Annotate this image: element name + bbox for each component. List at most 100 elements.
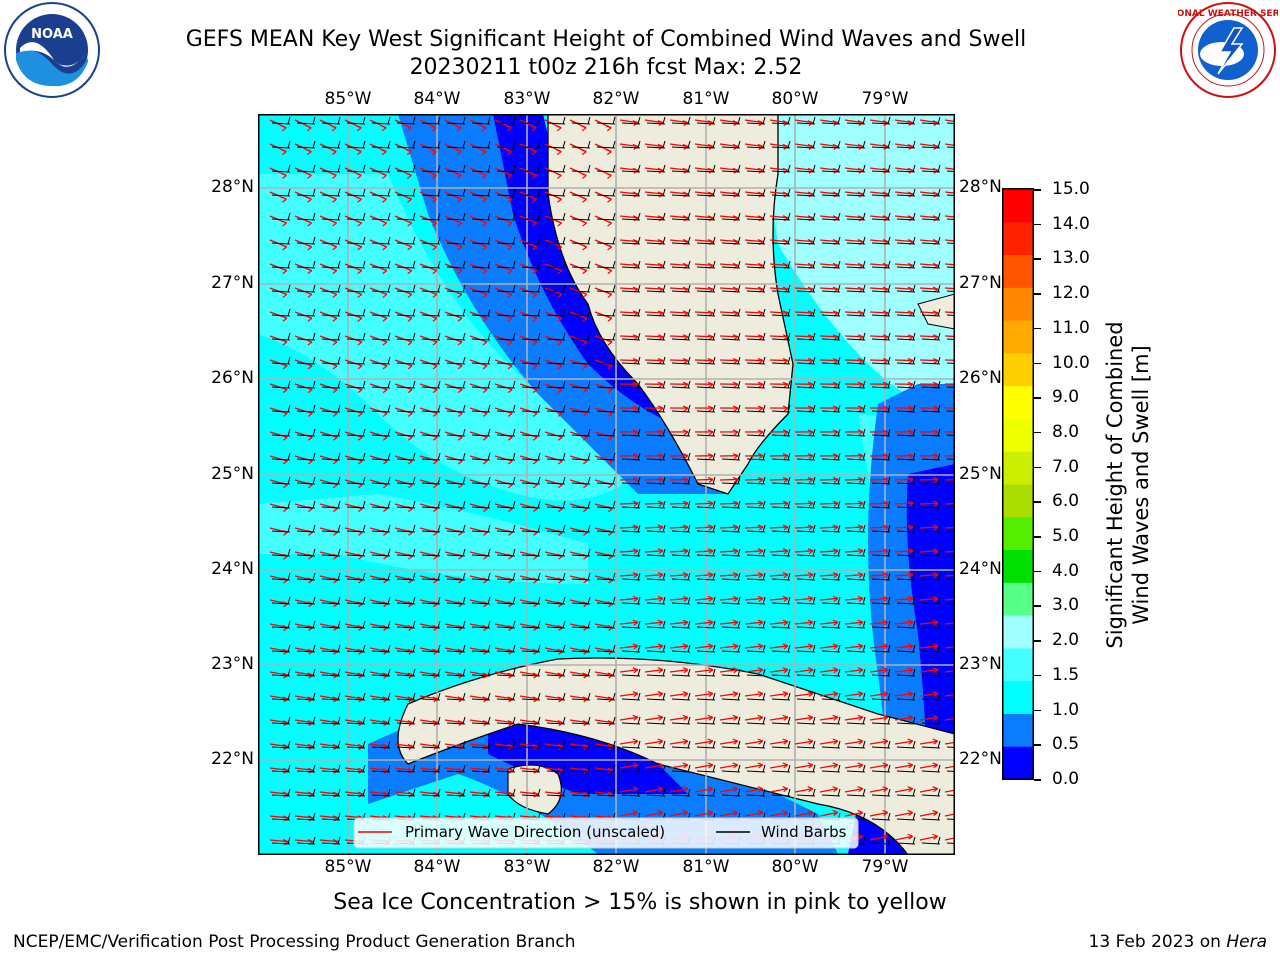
wave-direction-arrow (769, 167, 788, 171)
wave-direction-arrow (619, 764, 638, 769)
wind-barb (921, 452, 941, 461)
wind-barb (371, 716, 391, 725)
wave-arrow-head (732, 453, 739, 460)
wind-barb (521, 500, 541, 509)
wind-barb (921, 332, 941, 341)
wave-arrow-head (406, 363, 413, 370)
wind-barb (696, 740, 716, 749)
wave-direction-arrow (719, 478, 739, 481)
wave-arrow-head (506, 196, 512, 203)
wind-barb (696, 116, 716, 125)
wind-barb (496, 668, 516, 677)
map-grid (258, 114, 955, 855)
wind-barb (821, 308, 841, 317)
wave-direction-arrow (794, 359, 814, 362)
wind-barb (346, 212, 366, 221)
wave-direction-arrow (294, 743, 313, 748)
wave-direction-arrow (719, 621, 738, 625)
wind-barb (571, 788, 591, 797)
wind-barb (296, 740, 316, 749)
wave-arrow-head (857, 476, 864, 483)
wind-barb (671, 716, 691, 725)
wind-barb (846, 668, 866, 677)
wave-direction-arrow (769, 788, 788, 793)
wave-arrow-head (832, 786, 839, 793)
wind-barb (796, 788, 816, 797)
wave-arrow-head (907, 738, 914, 745)
wave-arrow-head (732, 619, 739, 626)
wave-arrow-head (882, 786, 889, 793)
wind-barb (421, 692, 441, 701)
wind-barb (371, 428, 391, 437)
wave-arrow-head (632, 429, 639, 436)
wave-direction-arrow (369, 671, 388, 676)
wind-barb (921, 140, 941, 149)
wave-direction-arrow (469, 695, 488, 700)
wind-barb (771, 620, 791, 629)
wind-barb (871, 452, 891, 461)
wind-barb (596, 332, 616, 341)
colorbar (1002, 188, 1034, 780)
wind-barb (496, 764, 516, 773)
wave-direction-arrow (694, 526, 714, 529)
wind-barb (896, 836, 916, 845)
wave-direction-arrow (319, 671, 338, 676)
wave-direction-arrow (919, 740, 938, 745)
wave-arrow-head (431, 244, 438, 251)
colorbar-label-line1: Significant Height of Combined (1103, 321, 1127, 648)
colorbar-segment (1003, 549, 1033, 583)
wind-barb (946, 578, 955, 580)
wave-direction-arrow (919, 287, 939, 290)
wind-barb (721, 452, 741, 461)
wind-barb (296, 236, 316, 245)
wave-direction-arrow (344, 767, 363, 771)
wave-direction-arrow (694, 191, 713, 195)
wave-arrow-head (932, 500, 939, 507)
wave-arrow-head (632, 572, 639, 579)
wind-barb (521, 452, 541, 461)
wind-barb (571, 620, 591, 629)
wave-arrow-head (381, 220, 387, 227)
wave-direction-arrow (819, 502, 839, 505)
wave-direction-arrow (869, 263, 888, 267)
wind-barb (471, 716, 491, 725)
legend-barb-label: Wind Barbs (761, 823, 847, 841)
wave-arrow-head (657, 405, 664, 412)
wave-direction-arrow (744, 645, 763, 649)
wind-barb (346, 236, 366, 245)
wind-barb (921, 668, 941, 677)
wave-arrow-head (782, 429, 789, 436)
wave-arrow-head (506, 172, 512, 179)
lon-tick-bottom: 79°W (861, 857, 909, 877)
wave-arrow-head (682, 809, 689, 816)
wave-arrow-head (682, 690, 689, 698)
wave-arrow-head (581, 268, 588, 275)
wind-barb (421, 188, 441, 197)
wind-barb (571, 500, 591, 509)
wind-barb (921, 716, 941, 725)
wind-barb (771, 428, 791, 437)
wind-barb (621, 308, 641, 317)
wind-barb (321, 668, 341, 677)
wind-barb (546, 572, 566, 581)
wind-barb (646, 572, 666, 581)
wind-barb (521, 644, 541, 653)
wave-arrow-head (832, 572, 839, 579)
wind-barb (696, 620, 716, 629)
wave-direction-arrow (744, 716, 763, 721)
wind-barb (871, 572, 891, 581)
wave-arrow-head (907, 453, 914, 460)
wind-barb (746, 380, 766, 389)
wave-direction-arrow (894, 335, 914, 338)
wind-barb (846, 476, 866, 485)
wind-barb (271, 332, 291, 341)
wind-barb (371, 164, 391, 173)
wind-barb (896, 236, 916, 245)
wave-arrow-head (581, 315, 588, 322)
wave-arrow-head (757, 762, 764, 769)
wave-direction-arrow (719, 335, 739, 338)
wind-barb (421, 572, 441, 581)
wave-direction-arrow (419, 671, 438, 676)
wave-direction-arrow (869, 573, 888, 577)
wave-arrow-head (506, 149, 512, 156)
